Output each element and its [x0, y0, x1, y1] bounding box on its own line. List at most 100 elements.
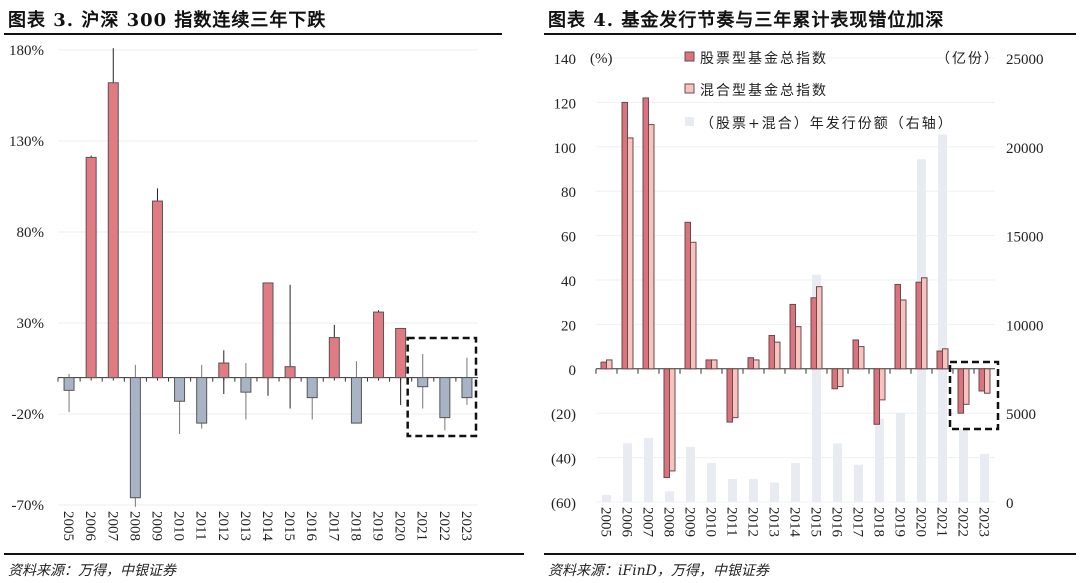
hybrid-bar-2007 — [648, 124, 655, 370]
x-tick-label: 2009 — [682, 507, 698, 537]
issuance-bar-2023 — [980, 454, 989, 502]
equity-bar-2021 — [936, 350, 943, 370]
equity-bar-2020 — [915, 281, 922, 370]
x-tick-label: 2007 — [104, 511, 120, 542]
hybrid-bar-2021 — [942, 348, 949, 370]
x-tick-label: 2018 — [871, 507, 887, 537]
right-axis-unit: （亿份） — [936, 51, 1000, 67]
bar-2011 — [196, 377, 208, 424]
issuance-bar-2022 — [959, 429, 968, 502]
y-tick-label: -20% — [12, 407, 45, 423]
y-tick-label: 30% — [17, 316, 45, 332]
left-chart-source: 资料来源：万得，中银证券 — [8, 563, 176, 579]
y-tick-label: 130% — [9, 134, 44, 150]
x-tick-label: 2014 — [259, 511, 275, 542]
right-y-tick-label: 15000 — [1006, 230, 1044, 246]
bar-2012 — [218, 362, 230, 379]
x-tick-label: 2021 — [414, 511, 430, 541]
equity-bar-2009 — [684, 221, 691, 370]
x-tick-label: 2006 — [619, 507, 635, 538]
hybrid-bar-2015 — [816, 286, 823, 370]
issuance-bar-2015 — [812, 274, 821, 502]
legend-swatch-hybrid — [684, 83, 695, 94]
bar-2021 — [417, 377, 429, 388]
legend-swatch-issuance — [685, 117, 694, 126]
left-y-tick-label: (20) — [551, 407, 576, 423]
equity-bar-2007 — [642, 97, 649, 370]
hybrid-bar-2008 — [669, 368, 676, 472]
bar-2015 — [284, 366, 296, 379]
x-tick-label: 2019 — [370, 511, 386, 541]
hybrid-bar-2020 — [921, 277, 928, 370]
left-axis-unit: (%) — [590, 51, 613, 67]
x-tick-label: 2022 — [955, 507, 971, 537]
equity-bar-2015 — [810, 297, 817, 370]
issuance-bar-2011 — [728, 478, 737, 502]
issuance-bar-2009 — [686, 446, 695, 502]
hybrid-bar-2006 — [627, 137, 634, 370]
x-tick-label: 2013 — [766, 507, 782, 537]
right-chart-title: 图表 4. 基金发行节奏与三年累计表现错位加深 — [548, 10, 945, 31]
bar-2007 — [107, 82, 119, 379]
issuance-bar-2014 — [791, 462, 800, 502]
equity-bar-2018 — [873, 368, 880, 425]
issuance-bar-2018 — [875, 418, 884, 502]
x-tick-label: 2008 — [661, 507, 677, 537]
hybrid-bar-2019 — [900, 299, 907, 370]
bar-2018 — [350, 377, 362, 424]
issuance-bar-2016 — [833, 443, 842, 502]
bar-2009 — [151, 200, 163, 379]
hybrid-bar-2010 — [711, 359, 718, 370]
x-tick-label: 2012 — [215, 511, 231, 541]
left-y-tick-label: 120 — [554, 96, 577, 112]
right-y-tick-label: 0 — [1006, 496, 1014, 512]
x-tick-label: 2014 — [787, 507, 803, 538]
x-tick-label: 2020 — [913, 507, 929, 537]
highlight-box — [406, 336, 478, 438]
x-tick-label: 2008 — [126, 511, 142, 541]
x-tick-label: 2020 — [392, 511, 408, 541]
right-y-tick-label: 20000 — [1006, 141, 1044, 157]
bar-2010 — [174, 377, 186, 402]
bar-2017 — [328, 337, 340, 379]
equity-bar-2010 — [705, 359, 712, 370]
equity-bar-2019 — [894, 283, 901, 370]
equity-bar-2023 — [978, 368, 985, 392]
x-tick-label: 2018 — [347, 511, 363, 541]
left-y-tick-label: 80 — [561, 185, 576, 201]
hybrid-bar-2012 — [753, 359, 760, 370]
right-title-rule — [544, 33, 1076, 35]
equity-bar-2014 — [789, 303, 796, 370]
left-chart-title: 图表 3. 沪深 300 指数连续三年下跌 — [8, 10, 327, 31]
bar-2020 — [395, 327, 407, 379]
bar-2022 — [439, 377, 451, 419]
x-tick-label: 2011 — [193, 511, 209, 540]
issuance-bar-2017 — [854, 464, 863, 502]
x-tick-label: 2022 — [436, 511, 452, 541]
bar-2008 — [129, 377, 141, 499]
hybrid-bar-2013 — [774, 341, 781, 370]
issuance-bar-2006 — [623, 443, 632, 502]
y-tick-label: 80% — [17, 225, 45, 241]
equity-bar-2008 — [663, 368, 670, 479]
x-tick-label: 2005 — [60, 511, 76, 541]
right-y-tick-label: 10000 — [1006, 318, 1044, 334]
x-tick-label: 2006 — [82, 511, 98, 542]
x-tick-label: 2015 — [808, 507, 824, 537]
legend-label-equity: 股票型基金总指数 — [700, 50, 828, 67]
hybrid-bar-2005 — [606, 359, 613, 370]
y-tick-label: -70% — [12, 498, 45, 514]
x-tick-label: 2021 — [934, 507, 950, 537]
x-tick-label: 2017 — [850, 507, 866, 538]
left-chart: 180% 130% 80% 30% -20% -70% 2005 2006 2007 2008 20… — [9, 43, 478, 542]
highlight-box — [948, 360, 1000, 431]
bar-2005 — [63, 377, 75, 391]
left-title-rule — [4, 33, 502, 35]
issuance-bar-2020 — [917, 159, 926, 502]
x-tick-label: 2023 — [458, 511, 474, 541]
hybrid-bar-2023 — [984, 368, 991, 394]
y-tick-label: 180% — [9, 43, 44, 59]
left-y-tick-label: 60 — [561, 230, 576, 246]
issuance-bar-2010 — [707, 462, 716, 502]
right-source-rule — [544, 553, 1076, 555]
